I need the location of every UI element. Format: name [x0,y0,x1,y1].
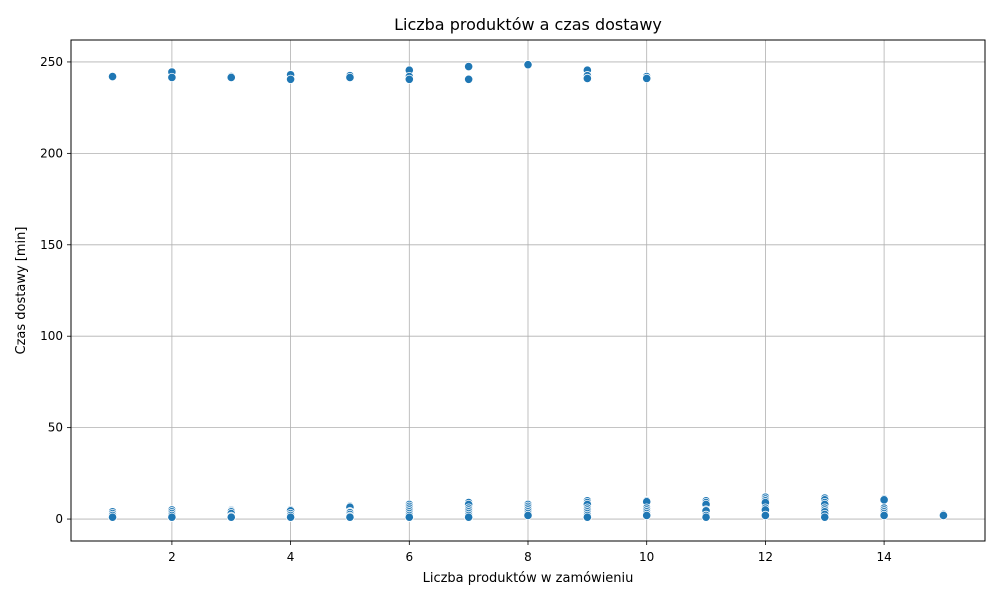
data-point [226,512,236,522]
data-point [404,512,414,522]
data-point [582,73,592,83]
data-point [642,73,652,83]
data-point [285,74,296,84]
y-tick-label: 0 [55,512,63,526]
x-tick-label: 10 [639,550,654,564]
data-points [107,60,949,522]
x-tick-label: 2 [168,550,176,564]
data-point [464,512,474,522]
data-point [523,60,533,70]
data-point [167,72,177,83]
data-point [938,510,949,521]
y-tick-label: 200 [40,146,63,160]
data-point [167,512,177,522]
grid [71,40,985,541]
axis-ticks: 2 4 6 8 10 12 14 0 50 100 150 200 250 [40,55,892,564]
x-axis-label: Liczba produktów w zamówieniu [423,571,634,586]
data-point [523,510,533,521]
x-tick-label: 8 [524,550,532,564]
data-point [345,72,355,83]
chart-title: Liczba produktów a czas dostawy [394,15,662,34]
y-tick-label: 150 [40,238,63,252]
y-tick-label: 250 [40,55,63,69]
x-tick-label: 14 [876,550,891,564]
data-point [226,72,236,83]
data-point [107,512,118,522]
data-point [760,510,771,521]
data-point [107,71,118,82]
y-tick-label: 50 [48,421,63,435]
data-point [879,495,889,505]
data-point [820,512,830,522]
y-tick-label: 100 [40,329,63,343]
data-point [701,512,711,522]
data-point [464,61,474,72]
x-tick-label: 4 [287,550,295,564]
data-point [582,512,592,522]
y-axis-label: Czas dostawy [min] [14,227,29,355]
data-point [464,74,474,84]
data-point [642,510,652,521]
data-point [345,512,355,522]
data-point [404,74,414,84]
data-point [285,512,296,522]
x-tick-label: 12 [758,550,773,564]
x-tick-label: 6 [405,550,413,564]
data-point [879,510,889,521]
